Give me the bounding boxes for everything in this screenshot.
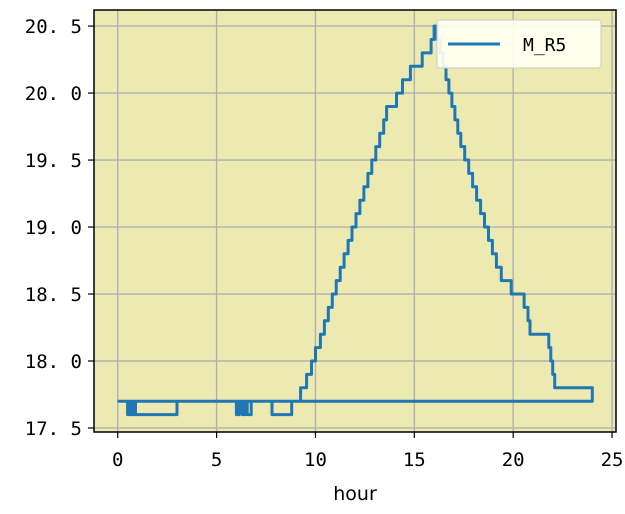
- y-tick-label: 20. 5: [25, 16, 82, 38]
- x-tick-label: 20: [502, 449, 525, 471]
- x-tick-label: 25: [601, 449, 624, 471]
- series-layer: [117, 24, 594, 417]
- y-tick-label: 18. 0: [25, 351, 82, 373]
- y-tick-label: 17. 5: [25, 418, 82, 440]
- series-line-0: [117, 24, 594, 417]
- y-tick-label: 18. 5: [25, 284, 82, 306]
- x-tick-label: 15: [403, 449, 426, 471]
- y-tick-label: 19. 0: [25, 217, 82, 239]
- axis-ticks: 0 5 10 15 20 25 17. 5 18. 0 18. 5 19. 0 19. 5 20. 0…: [25, 16, 624, 471]
- y-tick-label: 20. 0: [25, 83, 82, 105]
- y-tick-label: 19. 5: [25, 150, 82, 172]
- legend: M_R5: [436, 19, 602, 69]
- legend-box: [436, 19, 602, 69]
- x-tick-label: 5: [211, 449, 222, 471]
- legend-label-m-r5: M_R5: [523, 35, 566, 56]
- x-tick-label: 10: [304, 449, 327, 471]
- plot-area-frame: [93, 9, 617, 433]
- x-axis-label: hour: [333, 483, 377, 505]
- x-tick-label: 0: [112, 449, 123, 471]
